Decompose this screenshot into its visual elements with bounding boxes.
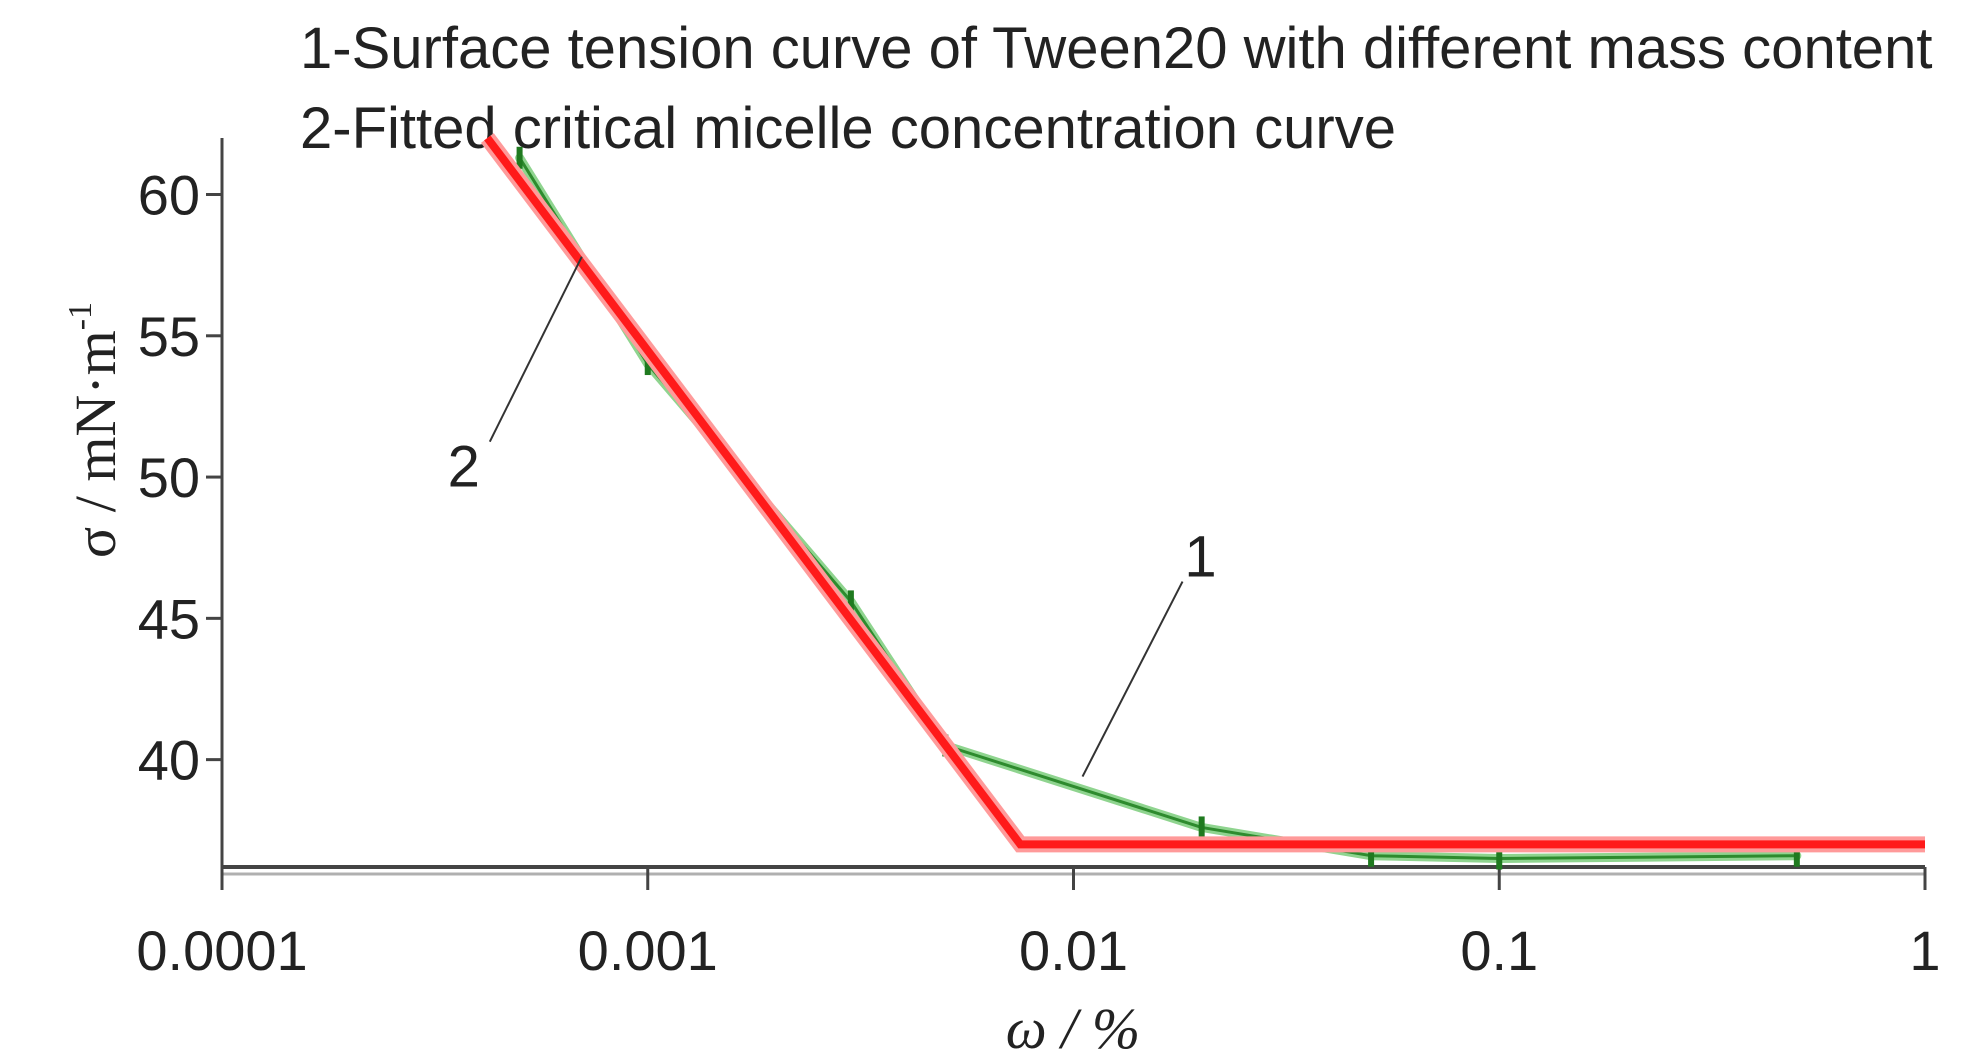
callout-leader-line xyxy=(488,256,583,443)
x-tick-label: 0.001 xyxy=(578,919,718,982)
x-tick-label: 0.0001 xyxy=(136,919,307,982)
y-tick-label: 60 xyxy=(138,164,200,227)
y-tick-label: 55 xyxy=(138,305,200,368)
series-1-surface-tension xyxy=(515,146,1802,870)
y-axis-title-main: σ / mN·m xyxy=(63,330,128,558)
x-axis-title: ω / % xyxy=(1006,996,1140,1061)
svg-text:σ / mN·m-1: σ / mN·m-1 xyxy=(62,302,128,558)
x-tick-label: 0.01 xyxy=(1019,919,1128,982)
series-2-fitted-cmc xyxy=(480,133,1925,853)
y-tick-label: 45 xyxy=(138,587,200,650)
x-ticks: 0.0001 0.001 0.01 0.1 1 xyxy=(136,867,1941,982)
legend: 1-Surface tension curve of Tween20 with … xyxy=(300,16,1932,161)
series-1-line xyxy=(518,156,1797,861)
legend-entry-2: 2-Fitted critical micelle concentration … xyxy=(300,96,1396,161)
y-tick-label: 40 xyxy=(138,729,200,792)
y-ticks: 40 45 50 55 60 xyxy=(138,164,222,792)
y-axis-title: σ / mN·m-1 xyxy=(62,302,128,558)
series-2-halo xyxy=(480,133,1925,853)
callout-leader-line xyxy=(1081,581,1184,778)
y-tick-label: 50 xyxy=(138,446,200,509)
callout-label-1: 1 xyxy=(1184,525,1216,590)
x-tick-label: 0.1 xyxy=(1460,919,1538,982)
series-1-halo xyxy=(515,153,1802,864)
callout-label-2: 2 xyxy=(448,435,480,500)
y-axis-title-superscript: -1 xyxy=(62,302,99,330)
legend-entry-1: 1-Surface tension curve of Tween20 with … xyxy=(300,16,1932,81)
series-2-line xyxy=(484,135,1925,849)
callouts: 12 xyxy=(448,256,1217,778)
axes: 0.0001 0.001 0.01 0.1 1 40 45 50 55 60 xyxy=(136,138,1941,982)
x-tick-label: 1 xyxy=(1909,919,1940,982)
